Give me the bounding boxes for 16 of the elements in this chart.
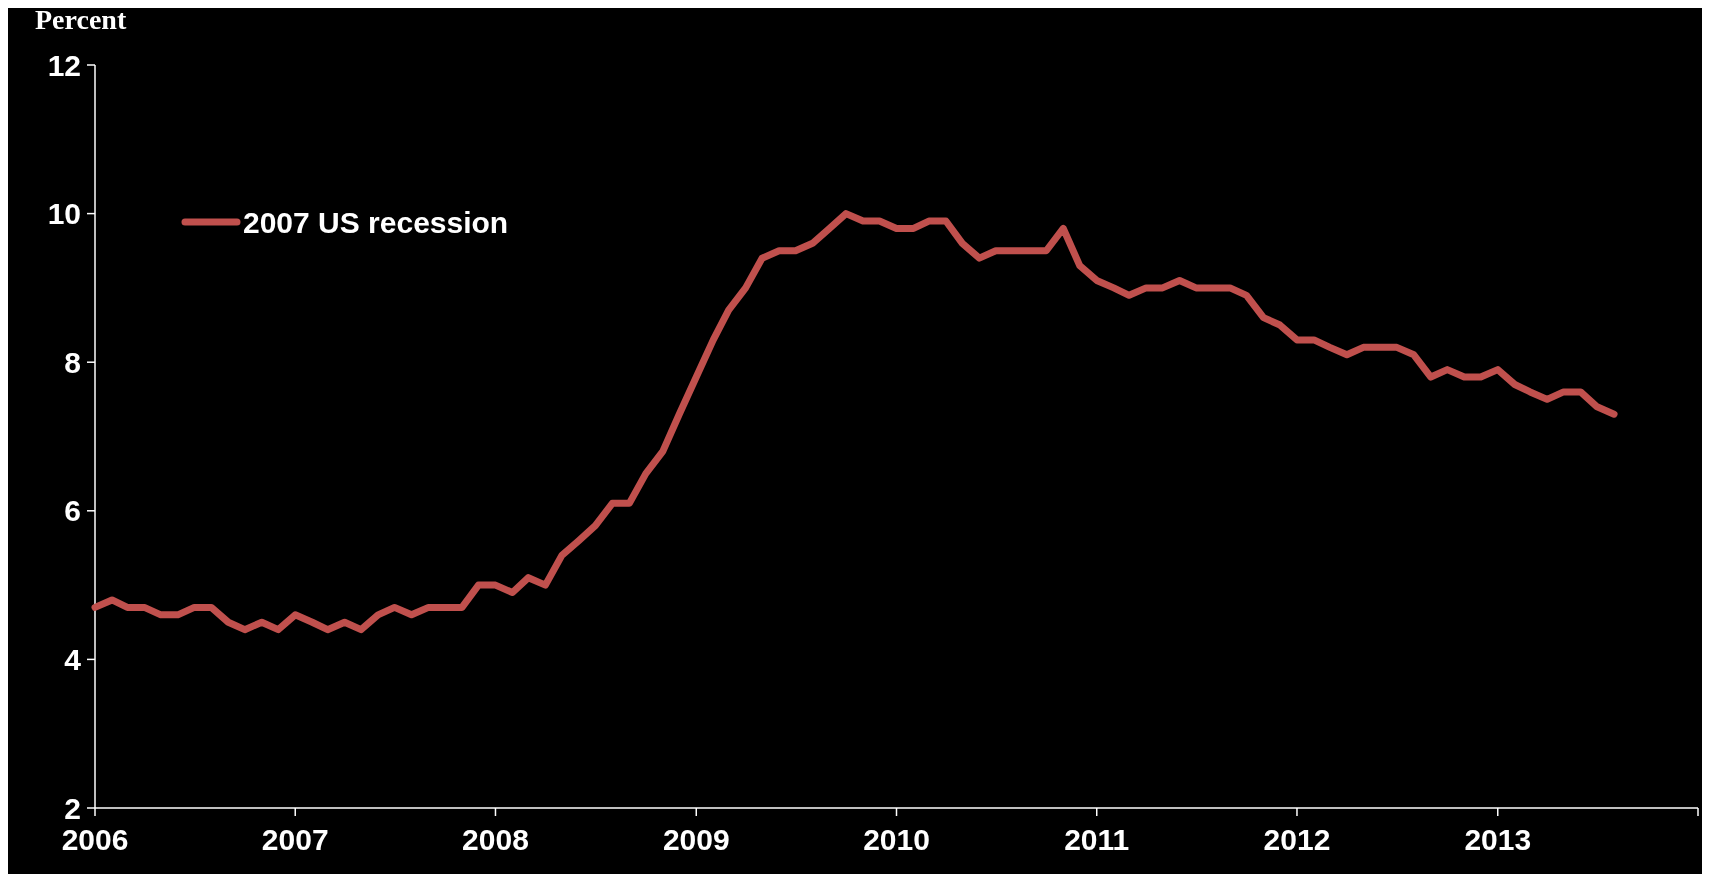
y-axis-title: Percent xyxy=(35,4,127,35)
x-tick-label: 2008 xyxy=(462,823,529,856)
x-tick-label: 2011 xyxy=(1064,823,1130,856)
x-tick-label: 2013 xyxy=(1464,823,1532,856)
y-tick-label: 2 xyxy=(64,791,81,825)
x-tick-label: 2010 xyxy=(863,823,930,856)
y-tick-label: 8 xyxy=(64,345,81,379)
x-tick-label: 2009 xyxy=(662,823,730,856)
y-tick-label: 12 xyxy=(47,48,81,82)
y-tick-label: 10 xyxy=(47,197,81,231)
x-tick-label: 2006 xyxy=(61,823,129,856)
x-tick-label: 2012 xyxy=(1263,823,1331,856)
y-tick-label: 4 xyxy=(64,642,82,676)
x-tick-label: 2007 xyxy=(261,823,329,856)
y-tick-label: 6 xyxy=(64,494,81,528)
legend-label: 2007 US recession xyxy=(243,205,509,239)
